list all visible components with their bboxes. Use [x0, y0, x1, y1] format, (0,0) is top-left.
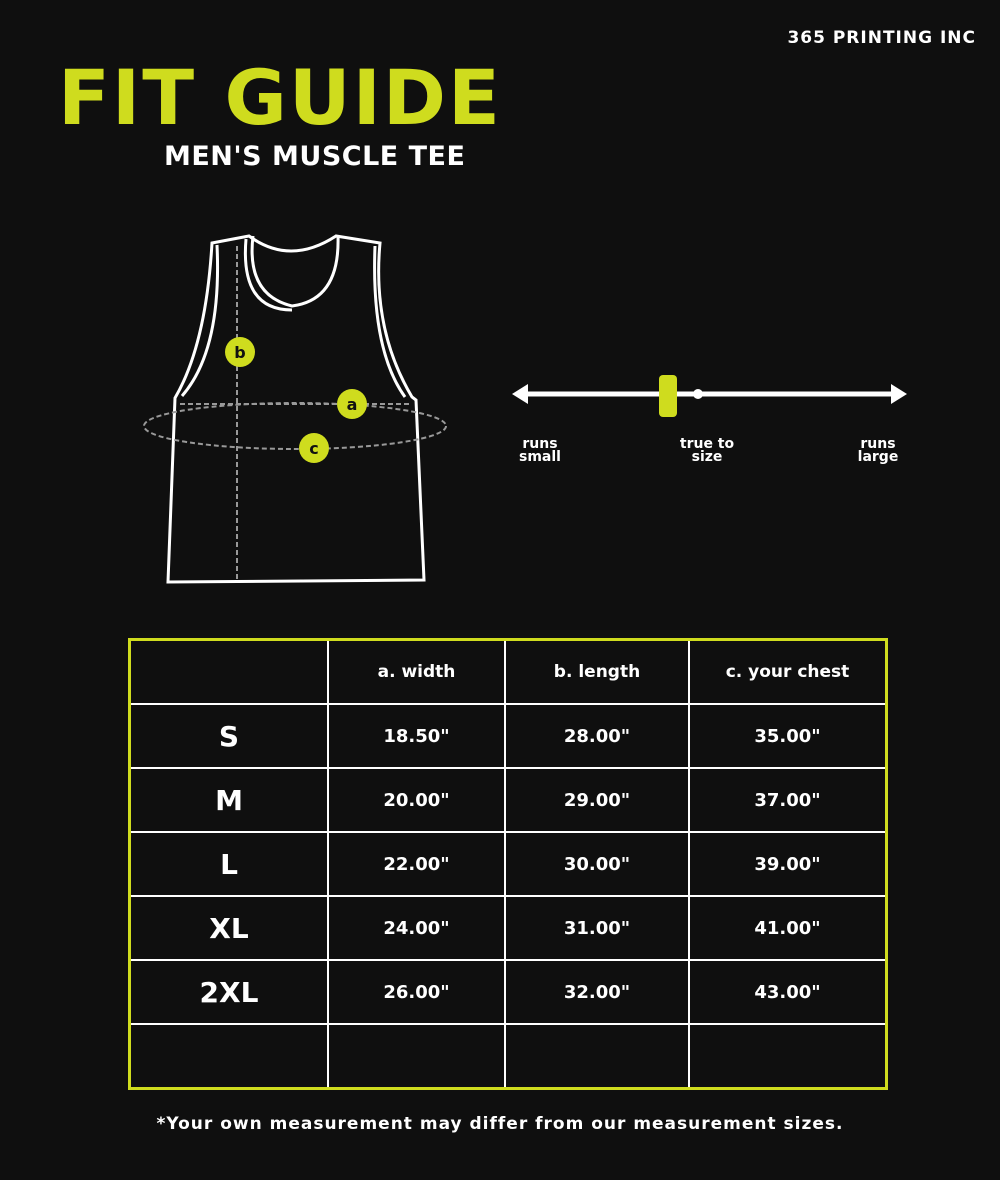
header-cell: a. width [327, 638, 506, 705]
table-row-empty [128, 1023, 888, 1090]
header-cell: b. length [504, 638, 690, 705]
fit-indicator [659, 375, 677, 417]
chest-cell: 41.00" [688, 895, 888, 961]
chest-cell [688, 1023, 888, 1090]
svg-text:c: c [309, 439, 318, 458]
width-cell [327, 1023, 506, 1090]
length-cell: 30.00" [504, 831, 690, 897]
width-cell: 24.00" [327, 895, 506, 961]
size-cell: S [128, 703, 329, 769]
label-runs-small: runs small [519, 436, 561, 465]
arrow-right-icon [891, 384, 907, 404]
table-row: 2XL 26.00" 32.00" 43.00" [128, 959, 888, 1025]
label-runs-large: runs large [857, 436, 899, 465]
width-cell: 18.50" [327, 703, 506, 769]
brand-name: 365 PRINTING INC [787, 28, 976, 48]
size-cell: L [128, 831, 329, 897]
svg-text:b: b [234, 343, 245, 362]
length-cell: 32.00" [504, 959, 690, 1025]
length-cell: 31.00" [504, 895, 690, 961]
arrow-left-icon [512, 384, 528, 404]
marker-c: c [299, 433, 329, 463]
label-true-to-size: true to size [679, 436, 735, 465]
length-cell [504, 1023, 690, 1090]
scale-midpoint [693, 389, 703, 399]
width-cell: 22.00" [327, 831, 506, 897]
size-cell: M [128, 767, 329, 833]
chest-cell: 35.00" [688, 703, 888, 769]
table-row: S 18.50" 28.00" 35.00" [128, 703, 888, 769]
chest-cell: 39.00" [688, 831, 888, 897]
header-cell: c. your chest [688, 638, 888, 705]
table-header-row: a. width b. length c. your chest [128, 638, 888, 705]
svg-text:a: a [347, 395, 358, 414]
header-cell [128, 638, 329, 705]
fit-scale [512, 375, 907, 417]
table-row: L 22.00" 30.00" 39.00" [128, 831, 888, 897]
size-cell: 2XL [128, 959, 329, 1025]
page-title: FIT GUIDE [58, 53, 502, 142]
footnote: *Your own measurement may differ from ou… [156, 1114, 844, 1134]
table-row: M 20.00" 29.00" 37.00" [128, 767, 888, 833]
length-cell: 28.00" [504, 703, 690, 769]
marker-b: b [225, 337, 255, 367]
tank-outline [166, 234, 426, 584]
chest-cell: 43.00" [688, 959, 888, 1025]
tank-diagram: b a c [143, 234, 907, 584]
width-cell: 20.00" [327, 767, 506, 833]
marker-a: a [337, 389, 367, 419]
length-cell: 29.00" [504, 767, 690, 833]
size-table: a. width b. length c. your chest S 18.50"… [128, 638, 888, 1090]
page-subtitle: MEN'S MUSCLE TEE [164, 141, 466, 172]
chest-cell: 37.00" [688, 767, 888, 833]
table-row: XL 24.00" 31.00" 41.00" [128, 895, 888, 961]
size-cell: XL [128, 895, 329, 961]
width-cell: 26.00" [327, 959, 506, 1025]
size-cell [128, 1023, 329, 1090]
measure-lines [143, 246, 447, 580]
